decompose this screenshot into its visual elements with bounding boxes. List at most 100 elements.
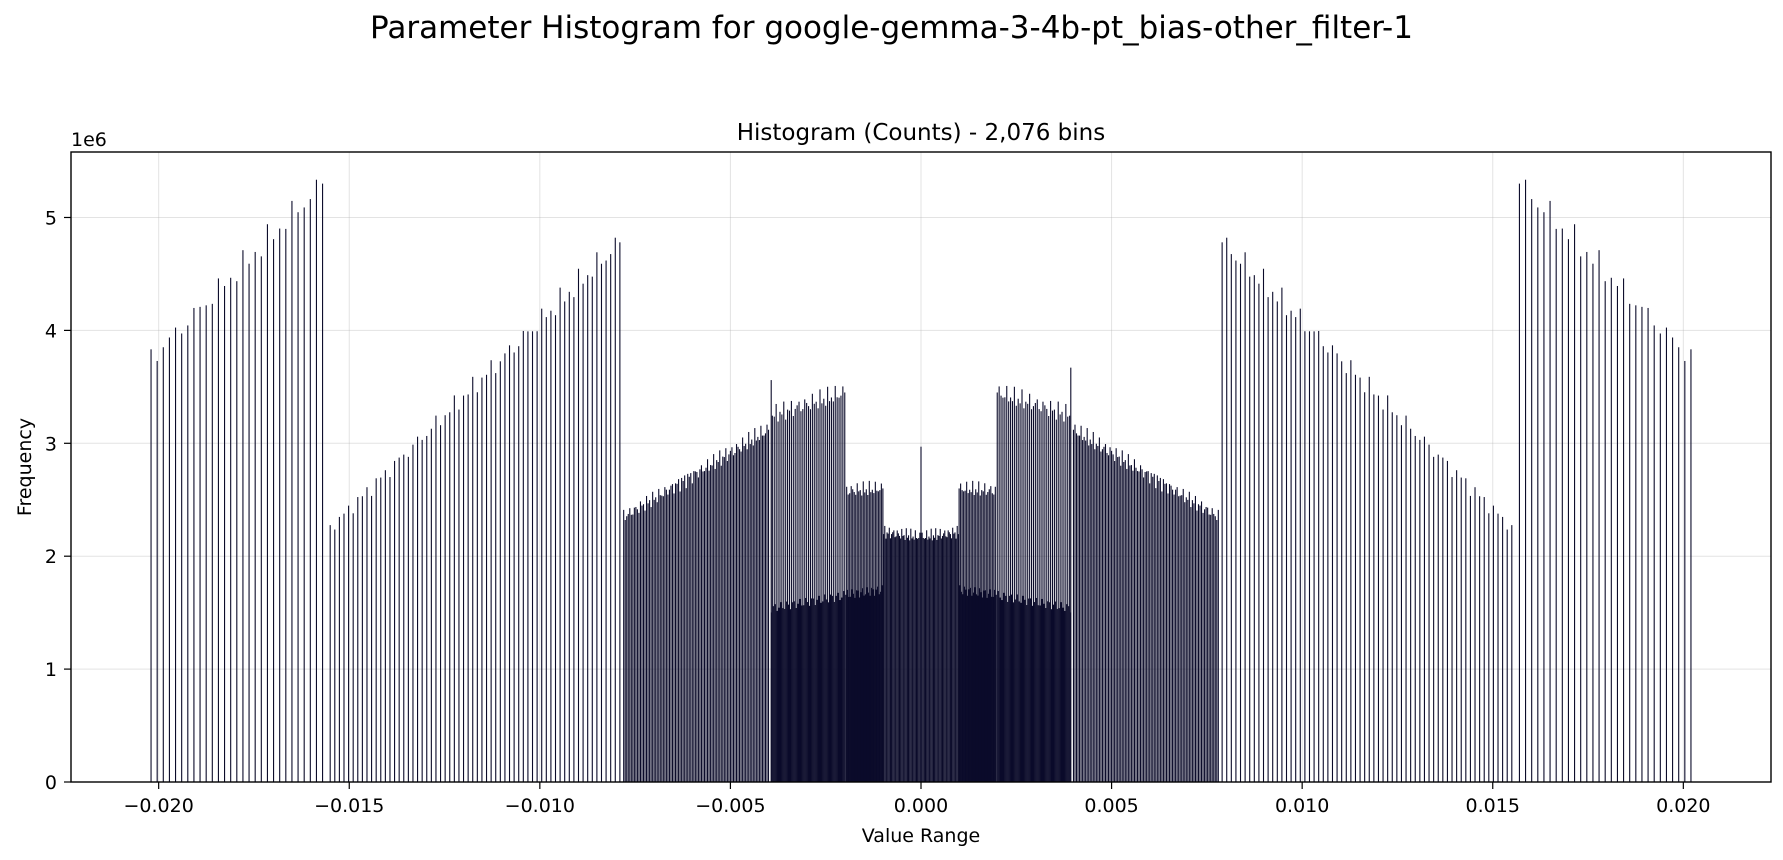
histogram-bar <box>767 429 770 782</box>
histogram-bar <box>1469 495 1471 782</box>
histogram-bar <box>713 454 715 782</box>
histogram-bar <box>696 471 698 782</box>
histogram-bar <box>1678 347 1680 782</box>
histogram-bar <box>1007 601 1009 782</box>
axes-title: Histogram (Counts) - 2,076 bins <box>737 120 1105 146</box>
histogram-bar <box>403 454 405 782</box>
histogram-bar <box>796 405 798 782</box>
histogram-bar <box>1135 467 1137 782</box>
histogram-bar <box>708 470 710 782</box>
histogram-bar <box>835 595 837 782</box>
histogram-bar <box>1060 602 1062 782</box>
histogram-bar <box>1290 310 1292 782</box>
histogram-bar <box>1056 608 1058 782</box>
histogram-bar <box>1023 408 1025 782</box>
histogram-bar <box>1281 287 1283 782</box>
histogram-bar <box>799 598 801 782</box>
y-tick-label: 3 <box>45 433 57 455</box>
histogram-bar <box>865 489 867 782</box>
histogram-bar <box>834 385 836 782</box>
histogram-bar <box>963 586 965 782</box>
histogram-bar <box>577 268 580 782</box>
histogram-bar <box>787 604 790 782</box>
histogram-bar <box>659 495 661 782</box>
histogram-bar <box>760 425 762 782</box>
histogram-bar <box>322 183 324 782</box>
histogram-bar <box>1031 605 1034 782</box>
histogram-bar <box>605 260 607 782</box>
histogram-bar <box>1150 473 1152 782</box>
histogram-bar <box>988 489 990 782</box>
histogram-bar <box>1028 598 1030 782</box>
histogram-bar <box>1111 450 1113 782</box>
histogram-bar <box>1021 389 1023 782</box>
histogram-bar <box>1653 325 1655 782</box>
histogram-bar <box>1492 505 1494 782</box>
histogram-bar <box>710 465 712 782</box>
histogram-bar <box>650 507 652 782</box>
histogram-bar <box>636 509 638 782</box>
histogram-bar <box>1665 327 1668 782</box>
histogram-bar <box>1077 435 1079 782</box>
histogram-bar <box>901 528 903 782</box>
histogram-bar <box>929 538 931 782</box>
histogram-bar <box>1194 495 1196 782</box>
histogram-bar <box>957 534 959 782</box>
histogram-bar <box>784 608 786 782</box>
histogram-bar <box>837 592 839 782</box>
histogram-bar <box>1604 281 1606 782</box>
histogram-bar <box>981 490 983 782</box>
histogram-bar <box>1089 439 1091 782</box>
histogram-bar <box>1052 604 1055 782</box>
histogram-bar <box>722 456 724 782</box>
histogram-bar <box>758 440 760 782</box>
histogram-bar <box>766 424 768 782</box>
histogram-bar <box>998 386 1000 782</box>
histogram-bar <box>1008 401 1010 782</box>
histogram-bar <box>1208 514 1210 782</box>
x-tick-label: 0.010 <box>1275 795 1329 817</box>
histogram-bar <box>947 530 949 782</box>
histogram-bar <box>821 403 823 782</box>
histogram-bar <box>954 532 956 782</box>
histogram-bar <box>749 444 751 782</box>
histogram-bar <box>1149 483 1151 782</box>
histogram-bar <box>1092 431 1094 782</box>
histogram-bar <box>1211 508 1213 782</box>
x-tick-label: −0.015 <box>314 795 384 817</box>
histogram-bar <box>800 411 802 782</box>
histogram-bar <box>787 409 789 782</box>
histogram-bar <box>742 437 744 782</box>
histogram-bar <box>541 308 543 782</box>
histogram-bar <box>919 532 921 782</box>
histogram-bar <box>481 377 483 782</box>
histogram-bar <box>1506 529 1508 782</box>
histogram-bar <box>1567 239 1569 782</box>
histogram-bar <box>1684 360 1686 782</box>
histogram-bar <box>380 477 382 782</box>
histogram-bar <box>981 597 984 782</box>
histogram-bar <box>810 598 812 782</box>
histogram-bar <box>1117 457 1119 782</box>
histogram-bar <box>883 534 885 782</box>
histogram-bar <box>1531 199 1533 783</box>
histogram-bar <box>809 409 812 782</box>
histogram-bar <box>828 602 830 782</box>
y-offset-label: 1e6 <box>71 129 107 151</box>
histogram-bar <box>915 537 918 782</box>
histogram-bar <box>745 443 747 782</box>
histogram-bar <box>266 224 268 783</box>
histogram-bar <box>1062 607 1064 782</box>
histogram-bar <box>966 595 968 782</box>
histogram-bar <box>671 484 674 782</box>
histogram-bar <box>357 497 359 782</box>
histogram-bar <box>852 593 855 782</box>
histogram-bar <box>1020 602 1022 782</box>
histogram-bar <box>924 537 927 782</box>
histogram-bar <box>1488 513 1490 782</box>
histogram-bar <box>716 460 718 782</box>
histogram-bar <box>939 528 941 782</box>
histogram-bar <box>783 401 785 782</box>
histogram-bar <box>937 535 939 782</box>
histogram-bar <box>1204 509 1206 782</box>
